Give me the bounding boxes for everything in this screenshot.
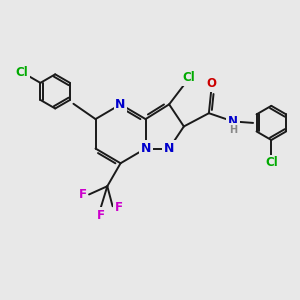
- Text: N: N: [116, 98, 126, 111]
- Text: N: N: [140, 142, 151, 155]
- Text: F: F: [79, 188, 87, 201]
- Text: N: N: [164, 142, 174, 155]
- Text: N: N: [228, 115, 238, 128]
- Text: Cl: Cl: [182, 71, 195, 84]
- Text: F: F: [115, 201, 123, 214]
- Text: F: F: [97, 209, 105, 222]
- Text: O: O: [206, 77, 216, 90]
- Text: H: H: [229, 125, 237, 135]
- Text: Cl: Cl: [16, 66, 28, 79]
- Text: Cl: Cl: [265, 157, 278, 169]
